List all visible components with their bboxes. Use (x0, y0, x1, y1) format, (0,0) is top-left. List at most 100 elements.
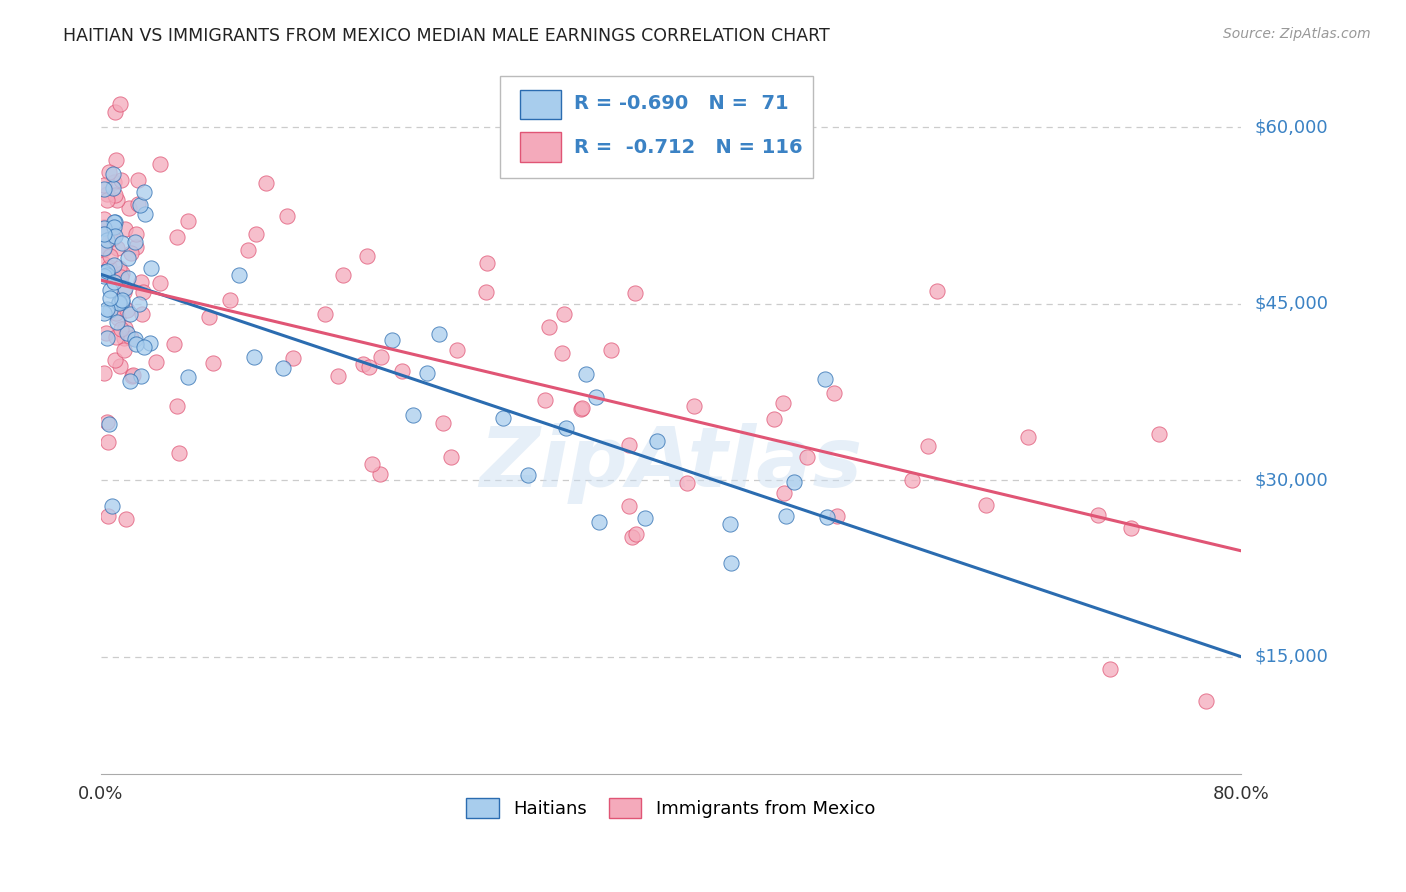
Point (118, 201, 141, 215)
Point (245, 227, 267, 241)
Point (96, 263, 118, 277)
Point (228, 268, 250, 283)
Legend: Haitians, Immigrants from Mexico: Haitians, Immigrants from Mexico (460, 790, 883, 825)
Point (402, 409, 425, 423)
Point (103, 215, 125, 229)
Point (624, 526, 647, 541)
Point (121, 369, 143, 384)
Point (93, 241, 115, 255)
Point (112, 331, 135, 345)
Text: $15,000: $15,000 (1254, 648, 1329, 665)
Point (917, 439, 939, 453)
FancyBboxPatch shape (520, 132, 561, 161)
Point (128, 198, 150, 212)
Point (120, 245, 142, 260)
Point (103, 219, 125, 234)
Point (446, 343, 468, 357)
Point (104, 352, 127, 367)
Point (114, 221, 136, 235)
Point (617, 438, 640, 452)
Point (117, 326, 139, 340)
Point (98, 260, 121, 275)
Point (927, 284, 949, 298)
Point (219, 293, 242, 308)
Point (98, 232, 121, 246)
Point (96, 331, 118, 345)
Point (588, 515, 610, 529)
Point (93, 178, 115, 193)
Point (634, 510, 657, 524)
Point (96, 415, 118, 429)
Point (169, 446, 191, 460)
Point (111, 266, 134, 280)
Point (108, 296, 131, 310)
Point (360, 458, 382, 472)
Point (103, 275, 125, 289)
Point (93, 220, 115, 235)
Text: ZipAtlas: ZipAtlas (479, 423, 862, 504)
Point (110, 173, 132, 187)
Point (683, 399, 706, 413)
Point (131, 306, 153, 320)
Point (166, 229, 188, 244)
Point (1099, 662, 1122, 676)
Point (104, 105, 127, 120)
Point (332, 268, 354, 282)
Point (97, 508, 120, 523)
Point (825, 509, 848, 524)
Point (177, 214, 200, 228)
Point (100, 499, 122, 513)
Point (1147, 426, 1170, 441)
Point (112, 343, 135, 357)
Point (553, 307, 575, 321)
Text: $45,000: $45,000 (1254, 294, 1329, 313)
Point (100, 302, 122, 317)
FancyBboxPatch shape (501, 76, 813, 178)
Point (108, 97, 131, 112)
Point (103, 175, 125, 189)
Point (117, 271, 139, 285)
Point (128, 297, 150, 311)
Point (138, 336, 160, 351)
Point (149, 276, 172, 290)
Text: $30,000: $30,000 (1254, 471, 1329, 489)
Point (105, 315, 128, 329)
Point (105, 306, 128, 320)
Point (96, 301, 118, 316)
Point (416, 367, 439, 381)
Point (177, 370, 200, 384)
Point (103, 227, 125, 241)
Point (533, 392, 555, 407)
Point (974, 499, 997, 513)
Point (166, 399, 188, 413)
Point (117, 303, 139, 318)
Point (127, 172, 149, 186)
Point (621, 530, 644, 544)
Point (110, 235, 132, 250)
Point (427, 326, 450, 341)
Point (110, 322, 132, 336)
Point (129, 275, 152, 289)
Point (762, 412, 785, 426)
Point (359, 359, 381, 374)
Point (110, 269, 132, 284)
Point (538, 319, 561, 334)
Point (163, 336, 186, 351)
Point (139, 261, 162, 276)
Point (94, 326, 117, 341)
Point (617, 500, 640, 514)
Point (718, 516, 741, 531)
FancyBboxPatch shape (520, 90, 561, 120)
Point (111, 293, 134, 308)
Point (475, 255, 498, 269)
Point (98, 249, 121, 263)
Point (97, 165, 120, 179)
Point (551, 346, 574, 360)
Point (381, 333, 404, 347)
Point (107, 310, 129, 325)
Point (108, 359, 131, 373)
Point (900, 473, 922, 487)
Point (103, 167, 125, 181)
Text: HAITIAN VS IMMIGRANTS FROM MEXICO MEDIAN MALE EARNINGS CORRELATION CHART: HAITIAN VS IMMIGRANTS FROM MEXICO MEDIAN… (63, 27, 830, 45)
Point (134, 207, 156, 221)
